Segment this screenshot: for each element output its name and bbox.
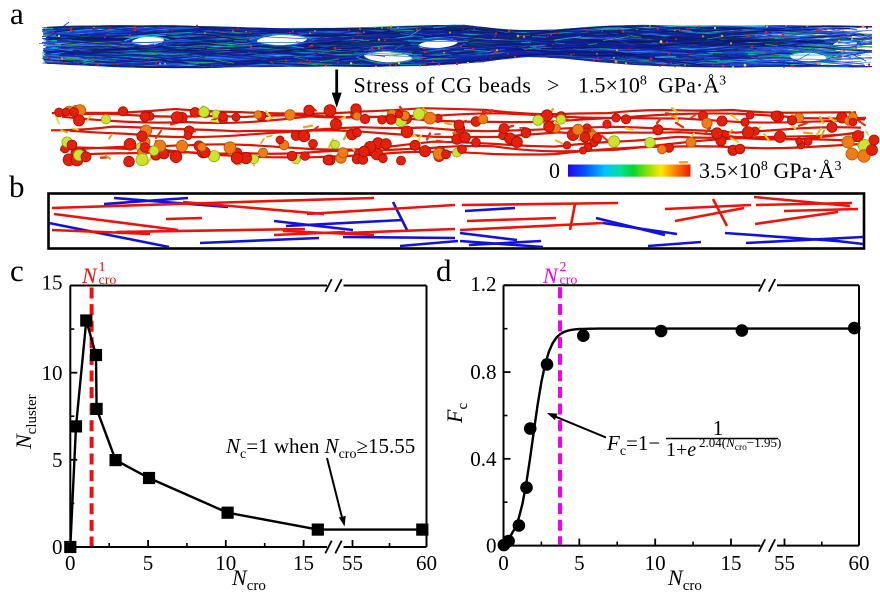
svg-text:1.2: 1.2 bbox=[470, 272, 496, 296]
svg-text:55: 55 bbox=[774, 551, 795, 575]
svg-text:a: a bbox=[10, 0, 24, 31]
svg-text:0: 0 bbox=[549, 158, 560, 183]
svg-text:1: 1 bbox=[99, 260, 106, 275]
svg-text:5: 5 bbox=[143, 551, 154, 575]
svg-text:0: 0 bbox=[52, 535, 63, 559]
svg-text:Nc=1 when Ncro≥15.55: Nc=1 when Ncro≥15.55 bbox=[225, 434, 415, 462]
svg-text:N: N bbox=[542, 263, 559, 288]
svg-text:c: c bbox=[10, 253, 24, 288]
svg-text:N: N bbox=[81, 263, 98, 288]
svg-text:Ncro: Ncro bbox=[667, 565, 702, 594]
svg-text:Fc=1−: Fc=1− bbox=[606, 431, 660, 459]
svg-text:b: b bbox=[9, 169, 25, 204]
svg-text:1: 1 bbox=[713, 416, 724, 440]
svg-text:Fc: Fc bbox=[442, 403, 471, 424]
svg-text:15: 15 bbox=[293, 551, 314, 575]
svg-text:2: 2 bbox=[560, 260, 567, 275]
svg-text:60: 60 bbox=[416, 551, 437, 575]
svg-text:5: 5 bbox=[574, 551, 585, 575]
svg-text:cro: cro bbox=[99, 273, 117, 288]
svg-text:0: 0 bbox=[486, 534, 497, 558]
svg-text:15: 15 bbox=[721, 551, 742, 575]
svg-text:0.8: 0.8 bbox=[470, 360, 496, 384]
svg-text:10: 10 bbox=[215, 551, 236, 575]
svg-text:0: 0 bbox=[498, 551, 509, 575]
svg-text:Ncro: Ncro bbox=[231, 565, 266, 594]
svg-text:d: d bbox=[436, 253, 452, 288]
svg-text:0: 0 bbox=[65, 551, 76, 575]
svg-text:5: 5 bbox=[52, 448, 63, 472]
svg-text:2.04(Ncro−1.95): 2.04(Ncro−1.95) bbox=[699, 435, 781, 453]
svg-text:1+e: 1+e bbox=[666, 439, 696, 461]
svg-text:cro: cro bbox=[560, 273, 578, 288]
svg-text:55: 55 bbox=[342, 551, 363, 575]
svg-text:60: 60 bbox=[849, 551, 870, 575]
svg-text:3.5×108 GPa·Å3: 3.5×108 GPa·Å3 bbox=[699, 158, 842, 183]
svg-text:Stress of CG beads: Stress of CG beads bbox=[354, 73, 532, 98]
svg-text:10: 10 bbox=[42, 361, 63, 385]
svg-text:0.4: 0.4 bbox=[470, 447, 497, 471]
svg-text:15: 15 bbox=[42, 271, 63, 295]
svg-text:>: > bbox=[547, 73, 559, 98]
svg-text:10: 10 bbox=[645, 551, 666, 575]
svg-text:Ncluster: Ncluster bbox=[11, 394, 40, 450]
